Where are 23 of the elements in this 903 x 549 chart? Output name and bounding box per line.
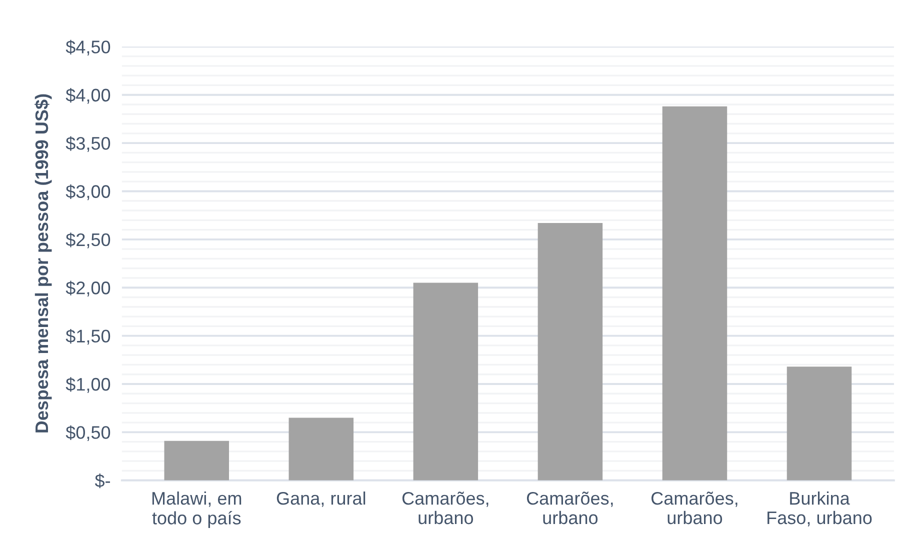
bar [288, 418, 354, 480]
bar [164, 440, 229, 480]
bar [538, 223, 603, 480]
y-axis-title: Despesa mensal por pessoa (1999 US$) [34, 94, 52, 432]
bar [662, 106, 728, 480]
y-tick-label: $- [94, 474, 110, 488]
bar [786, 366, 852, 480]
y-tick-label: $4,50 [66, 40, 110, 56]
x-tick-label: Camarões, urbano [651, 492, 738, 524]
x-tick-label: Camarões, urbano [402, 492, 488, 524]
x-tick-label: Camarões, urbano [526, 492, 613, 524]
y-tick-label: $0,50 [66, 425, 110, 442]
y-tick-label: $4,00 [66, 88, 110, 104]
y-tick-label: $2,00 [66, 280, 110, 296]
x-tick-label: Burkina Faso, urbano [768, 491, 872, 526]
x-tick-label: Malawi, em todo o país [152, 491, 242, 528]
y-tick-label: $3,00 [66, 184, 110, 200]
y-tick-label: $2,50 [66, 232, 110, 248]
y-tick-label: $1,50 [66, 328, 110, 345]
y-tick-label: $3,50 [66, 136, 110, 152]
bar [413, 282, 478, 480]
y-tick-label: $1,00 [66, 377, 110, 393]
x-tick-label: Gana, rural [276, 491, 366, 507]
